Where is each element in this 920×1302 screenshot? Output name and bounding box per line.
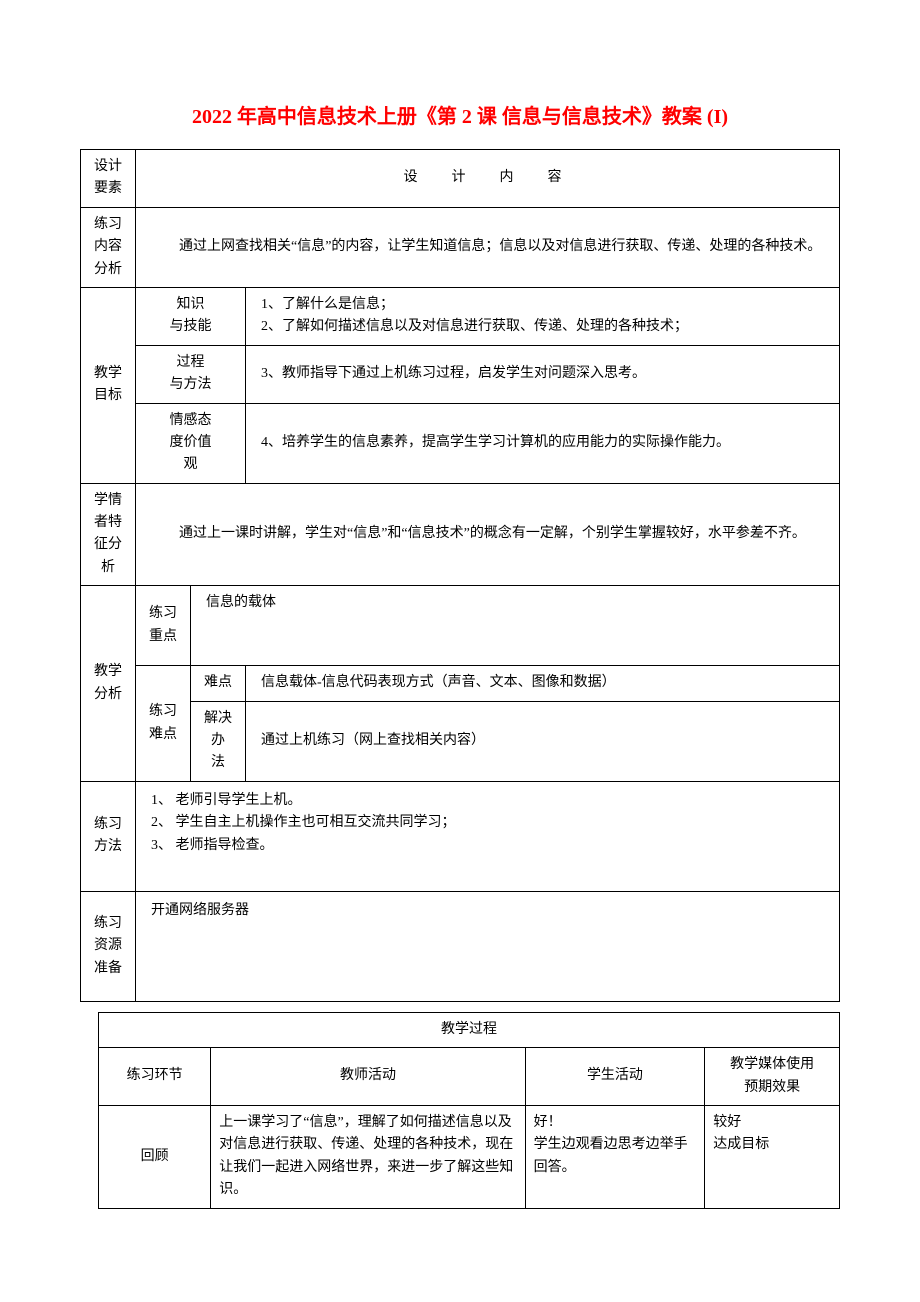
- row-practice-method-content: 1、 老师引导学生上机。2、 学生自主上机操作主也可相互交流共同学习；3、 老师…: [136, 781, 840, 891]
- analysis-focus-label: 练习重点: [136, 586, 191, 666]
- row-practice-method-label: 练习方法: [81, 781, 136, 891]
- process-table: 教学过程 练习环节 教师活动 学生活动 教学媒体使用预期效果 回顾 上一课学习了…: [80, 1012, 840, 1209]
- review-student: 好！学生边观看边思考边举手回答。: [525, 1105, 705, 1208]
- goal-emotion-content: 4、培养学生的信息素养，提高学生学习计算机的应用能力的实际操作能力。: [246, 403, 840, 483]
- process-header: 教学过程: [99, 1012, 840, 1047]
- review-media: 较好达成目标: [705, 1105, 840, 1208]
- goal-process-label: 过程与方法: [136, 345, 246, 403]
- col-phase-header: 练习环节: [99, 1048, 211, 1106]
- analysis-solution-label: 解决办法: [191, 701, 246, 781]
- review-phase: 回顾: [99, 1105, 211, 1208]
- goal-knowledge-label: 知识与技能: [136, 287, 246, 345]
- review-teacher: 上一课学习了“信息”，理解了如何描述信息以及对信息进行获取、传递、处理的各种技术…: [211, 1105, 525, 1208]
- row-design-element-label: 设计要素: [81, 150, 136, 208]
- col-teacher-header: 教师活动: [211, 1048, 525, 1106]
- analysis-difficulty-label: 练习难点: [136, 666, 191, 782]
- row-teaching-goal-label: 教学目标: [81, 287, 136, 483]
- row-practice-content-text: 通过上网查找相关“信息”的内容，让学生知道信息；信息以及对信息进行获取、传递、处…: [136, 207, 840, 287]
- row-teaching-analysis-label: 教学分析: [81, 586, 136, 782]
- row-design-content-header: 设 计 内 容: [136, 150, 840, 208]
- design-table: 设计要素 设 计 内 容 练习内容分析 通过上网查找相关“信息”的内容，让学生知…: [80, 149, 840, 1002]
- goal-knowledge-content: 1、了解什么是信息；2、了解如何描述信息以及对信息进行获取、传递、处理的各种技术…: [246, 287, 840, 345]
- goal-emotion-label: 情感态度价值观: [136, 403, 246, 483]
- analysis-difficulty-sublabel: 难点: [191, 666, 246, 701]
- analysis-difficulty-content: 信息载体-信息代码表现方式（声音、文本、图像和数据）: [246, 666, 840, 701]
- col-student-header: 学生活动: [525, 1048, 705, 1106]
- row-learner-label: 学情者特征分析: [81, 483, 136, 586]
- row-practice-content-label: 练习内容分析: [81, 207, 136, 287]
- row-practice-resource-label: 练习资源准备: [81, 891, 136, 1001]
- goal-process-content: 3、教师指导下通过上机练习过程，启发学生对问题深入思考。: [246, 345, 840, 403]
- analysis-focus-content: 信息的载体: [191, 586, 840, 666]
- document-title: 2022 年高中信息技术上册《第 2 课 信息与信息技术》教案 (I): [80, 100, 840, 129]
- analysis-solution-content: 通过上机练习（网上查找相关内容）: [246, 701, 840, 781]
- row-learner-content: 通过上一课时讲解，学生对“信息”和“信息技术”的概念有一定解，个别学生掌握较好，…: [136, 483, 840, 586]
- process-left-margin: [80, 1012, 99, 1208]
- row-practice-resource-content: 开通网络服务器: [136, 891, 840, 1001]
- col-media-header: 教学媒体使用预期效果: [705, 1048, 840, 1106]
